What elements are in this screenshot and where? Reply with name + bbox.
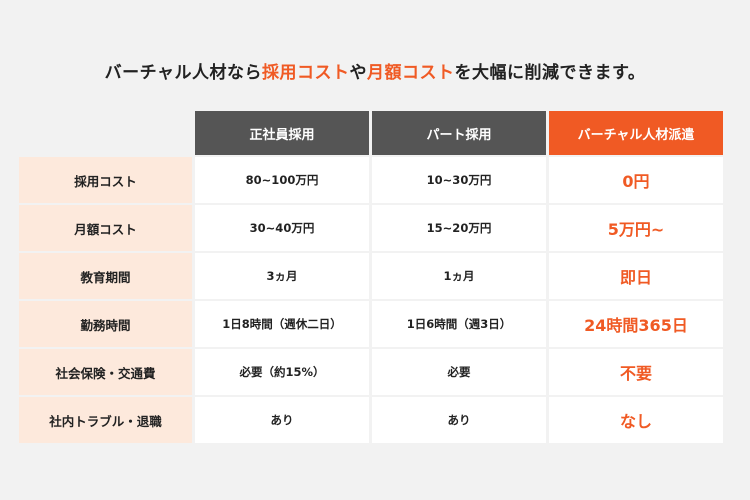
column-header-virtual: バーチャル人材派遣 <box>549 111 723 155</box>
headline-text-3: を大幅に削減できます。 <box>454 63 646 83</box>
cell-monthly-cost-virtual: 5万円~ <box>549 205 723 251</box>
row-label-working-hours: 勤務時間 <box>19 301 192 347</box>
cell-insurance-transport-virtual: 不要 <box>549 349 723 395</box>
cell-recruiting-cost-virtual: 0円 <box>549 157 723 203</box>
cell-trouble-resignation-virtual: なし <box>549 397 723 443</box>
cell-insurance-transport-parttime: 必要 <box>372 349 546 395</box>
comparison-table: 正社員採用 パート採用 バーチャル人材派遣 採用コスト 80~100万円 10~… <box>19 111 723 443</box>
row-label-trouble-resignation: 社内トラブル・退職 <box>19 397 192 443</box>
table-corner <box>19 111 192 155</box>
cell-recruiting-cost-fulltime: 80~100万円 <box>195 157 369 203</box>
cell-working-hours-parttime: 1日6時間（週3日） <box>372 301 546 347</box>
headline-text-1: バーチャル人材なら <box>104 63 263 83</box>
cell-training-period-virtual: 即日 <box>549 253 723 299</box>
column-header-parttime: パート採用 <box>372 111 546 155</box>
cell-working-hours-virtual: 24時間365日 <box>549 301 723 347</box>
cell-monthly-cost-parttime: 15~20万円 <box>372 205 546 251</box>
cell-trouble-resignation-fulltime: あり <box>195 397 369 443</box>
headline-highlight-monthly-cost: 月額コスト <box>367 63 455 83</box>
cell-insurance-transport-fulltime: 必要（約15%） <box>195 349 369 395</box>
row-label-training-period: 教育期間 <box>19 253 192 299</box>
row-label-insurance-transport: 社会保険・交通費 <box>19 349 192 395</box>
row-label-monthly-cost: 月額コスト <box>19 205 192 251</box>
cell-recruiting-cost-parttime: 10~30万円 <box>372 157 546 203</box>
cell-training-period-parttime: 1ヵ月 <box>372 253 546 299</box>
headline-highlight-recruiting-cost: 採用コスト <box>262 63 350 83</box>
cell-training-period-fulltime: 3ヵ月 <box>195 253 369 299</box>
cell-working-hours-fulltime: 1日8時間（週休二日） <box>195 301 369 347</box>
headline-text-2: や <box>349 63 368 83</box>
headline: バーチャル人材なら採用コストや月額コストを大幅に削減できます。 <box>0 58 750 83</box>
row-label-recruiting-cost: 採用コスト <box>19 157 192 203</box>
cell-trouble-resignation-parttime: あり <box>372 397 546 443</box>
column-header-fulltime: 正社員採用 <box>195 111 369 155</box>
cell-monthly-cost-fulltime: 30~40万円 <box>195 205 369 251</box>
